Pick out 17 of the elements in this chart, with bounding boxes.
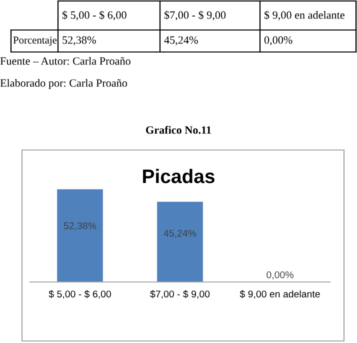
source-note: Fuente – Autor: Carla Proaño xyxy=(0,56,130,65)
text: Porcentaje xyxy=(13,36,57,46)
data-label: 52,38% xyxy=(62,36,96,46)
category-label: $ 9,00 en adelante xyxy=(264,10,344,20)
x-tick-label: $ 9,00 en adelante xyxy=(240,290,320,299)
x-tick-label: $7,00 - $ 9,00 xyxy=(150,290,210,299)
text: 0,00% xyxy=(266,271,294,280)
text: Elaborado por: Carla Proaño xyxy=(0,78,128,90)
data-label: 45,24% xyxy=(164,36,198,46)
data-label: 0,00% xyxy=(264,36,292,46)
chart-title: Picadas xyxy=(143,168,214,184)
x-tick-label: $ 5,00 - $ 6,00 xyxy=(48,290,111,299)
text: 52,38% xyxy=(64,222,96,230)
category-label: $7,00 - $ 9,00 xyxy=(164,10,226,20)
text: Grafico No.11 xyxy=(146,126,211,134)
category-label: $ 5,00 - $ 6,00 xyxy=(62,10,126,20)
text: 45,24% xyxy=(164,230,196,238)
